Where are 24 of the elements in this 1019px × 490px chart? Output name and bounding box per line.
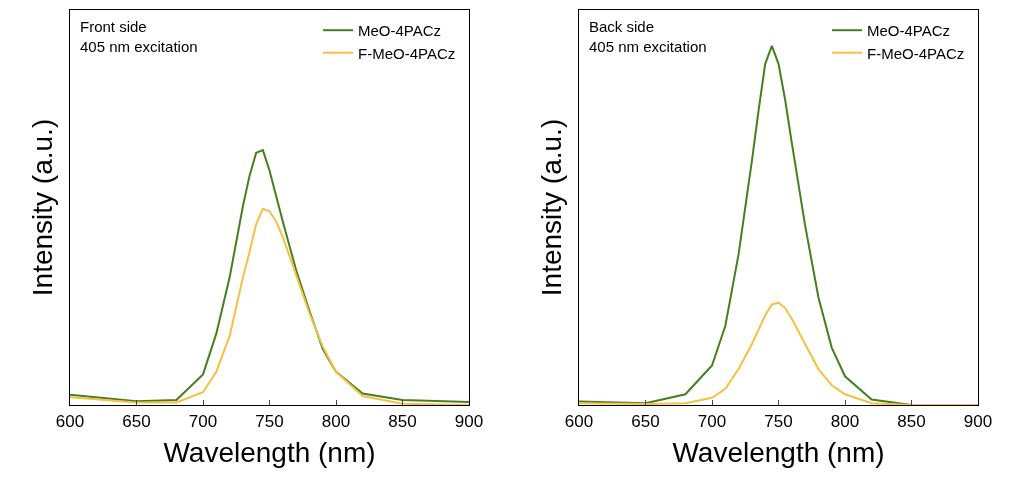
x-tick-label: 700 — [697, 411, 727, 431]
x-tick-label: 800 — [321, 411, 351, 431]
x-tick-label: 800 — [830, 411, 860, 431]
legend-label: F-MeO-4PACz — [358, 44, 456, 62]
text: Front side 405 nm excitation — [80, 18, 198, 55]
x-axis-title: Wavelength (nm) — [163, 436, 376, 468]
x-tick-label: 650 — [631, 411, 660, 431]
x-axis-title: Wavelength (nm) — [672, 436, 885, 468]
x-tick-label: 900 — [454, 411, 484, 431]
x-tick-label: 600 — [564, 411, 594, 431]
legend-label: MeO-4PACz — [867, 22, 951, 40]
x-tick-label: 850 — [897, 411, 926, 431]
x-tick-label: 750 — [255, 411, 284, 431]
y-axis-title: Intensity (a.u.) — [26, 118, 58, 297]
y-axis-title: Intensity (a.u.) — [535, 118, 567, 297]
x-tick-label: 900 — [963, 411, 993, 431]
x-tick-label: 650 — [122, 411, 151, 431]
legend-label: F-MeO-4PACz — [867, 44, 965, 62]
x-tick-label: 850 — [388, 411, 417, 431]
x-tick-label: 600 — [55, 411, 85, 431]
x-tick-label: 700 — [188, 411, 218, 431]
legend-label: MeO-4PACz — [358, 22, 442, 40]
x-tick-label: 750 — [764, 411, 793, 431]
annotation: Back side 405 nm excitation — [589, 18, 707, 55]
